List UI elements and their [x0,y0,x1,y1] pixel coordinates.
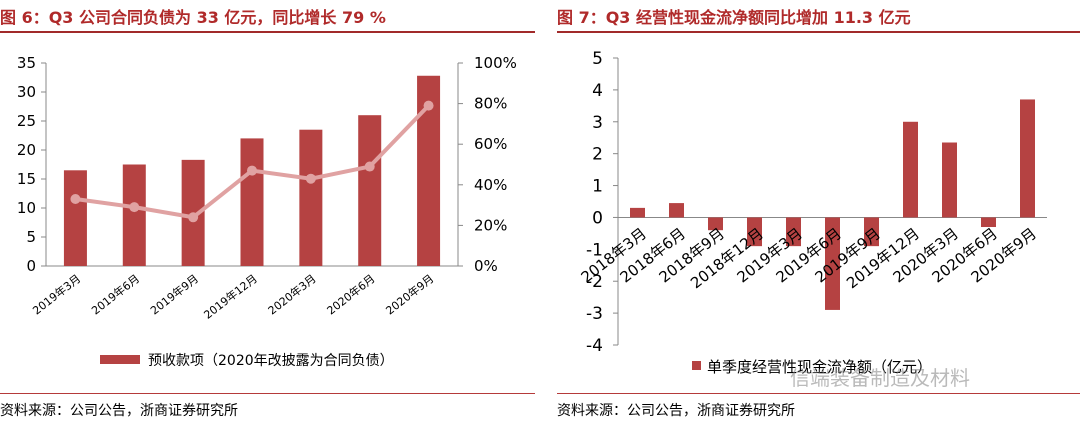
legend-label: 预收款项（2020年改披露为合同负债） [148,353,394,369]
bar [903,122,918,218]
y-tick-label: 35 [17,54,36,72]
y-tick-label: 2 [592,145,603,165]
line-point [70,194,80,204]
line-point [188,212,198,222]
bar [64,170,87,266]
watermark: 信端装备制造及材料 [790,362,970,391]
x-tick-label: 2019年3月 [30,271,84,317]
source-note: 资料来源：公司公告，浙商证券研究所 [557,400,795,420]
y2-tick-label: 20% [474,216,507,234]
x-tick-label: 2019年12月 [201,271,260,321]
x-tick-label: 2019年9月 [147,271,201,317]
y-tick-label: 15 [17,170,36,188]
bar [299,130,322,266]
bar [123,165,146,267]
source-note: 资料来源：公司公告，浙商证券研究所 [0,400,238,420]
y2-tick-label: 0% [474,257,498,275]
bar [669,203,684,217]
bar [1020,99,1035,217]
y-tick-label: 10 [17,199,36,217]
chart-panel-right: 图 7：Q3 经营性现金流净额同比增加 11.3 亿元 5 4 3 2 1 0 -1 -2 -3… [557,0,1080,421]
line-point [365,162,375,172]
y-tick-label: -4 [586,336,603,356]
y2-tick-label: 40% [474,176,507,194]
y-tick-label: 0 [592,208,603,228]
chart-canvas-right: 543210-1-2-3-42018年3月2018年6月2018年9月2018年… [557,0,1080,393]
y2-tick-label: 100% [474,54,517,72]
chart-panel-left: 图 6：Q3 公司合同负债为 33 亿元，同比增长 79 % 0 5 10 15 20 2… [0,0,535,421]
y2-tick-label: 60% [474,135,507,153]
line-point [424,101,434,111]
bar [358,115,381,266]
legend-swatch [692,361,701,370]
bar [241,138,264,266]
y-tick-label: -3 [586,304,603,324]
line-point [306,174,316,184]
divider [0,393,535,394]
x-tick-label: 2020年9月 [383,271,437,317]
y2-tick-label: 80% [474,95,507,113]
line-point [129,202,139,212]
legend-swatch [100,355,140,364]
y-tick-label: 0 [26,257,36,275]
x-tick-label: 2019年6月 [89,271,143,317]
bar [942,143,957,218]
y-tick-label: 25 [17,112,36,130]
y-tick-label: 5 [592,49,603,69]
y-tick-label: 5 [26,228,36,246]
y-tick-label: 3 [592,113,603,133]
y-tick-label: 30 [17,83,36,101]
bar [630,208,645,218]
x-tick-label: 2020年6月 [324,271,378,317]
y-tick-label: 4 [592,81,603,101]
y-tick-label: 20 [17,141,36,159]
y-tick-label: 1 [592,177,603,197]
line-point [247,166,257,176]
divider [557,393,1080,394]
x-tick-label: 2020年3月 [265,271,319,317]
